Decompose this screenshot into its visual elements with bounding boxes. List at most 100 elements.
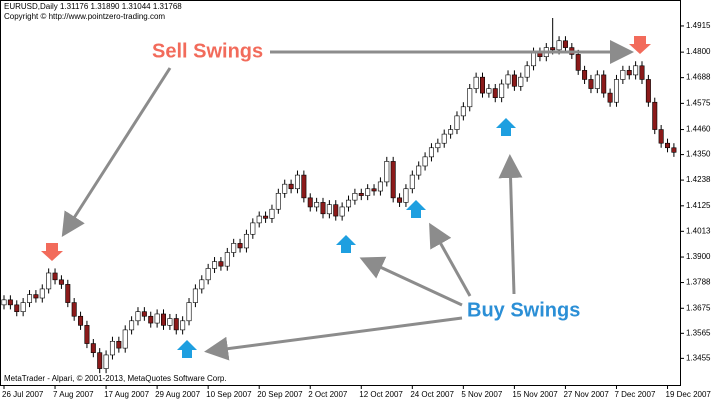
- candle-body: [613, 79, 619, 103]
- candle-body: [7, 299, 13, 306]
- candle-body: [473, 76, 479, 89]
- x-tick-label: 17 Aug 2007: [104, 390, 149, 399]
- plot-frame: [0, 0, 681, 386]
- candle-body: [256, 215, 262, 224]
- x-tick-label: 15 Nov 2007: [512, 390, 558, 399]
- candle-body: [161, 313, 167, 326]
- x-tick-label: 20 Sep 2007: [257, 390, 303, 399]
- y-tick-label: 1.4013: [686, 226, 711, 235]
- candle-body: [135, 311, 141, 322]
- candle-body: [33, 294, 39, 299]
- candle-body: [658, 129, 664, 144]
- candle-body: [90, 343, 96, 353]
- y-tick-label: 1.4125: [686, 201, 711, 210]
- candle-body: [460, 106, 466, 117]
- y-tick-label: 1.4915: [686, 21, 711, 30]
- y-tick-label: 1.4238: [686, 175, 711, 184]
- candle-body: [192, 288, 198, 303]
- candle-body: [148, 315, 154, 324]
- x-tick-label: 24 Oct 2007: [410, 390, 454, 399]
- candle-body: [626, 70, 632, 76]
- candle-body: [645, 79, 651, 103]
- x-tick-label: 26 Jul 2007: [2, 390, 44, 399]
- candle-body: [71, 302, 77, 317]
- candle-body: [390, 161, 396, 199]
- candle-body: [180, 320, 186, 331]
- y-tick-label: 1.4800: [686, 47, 711, 56]
- candle-body: [1, 299, 7, 306]
- subtitle: Copyright © http://www.pointzero-trading…: [4, 12, 165, 21]
- candle-body: [518, 76, 524, 87]
- swing-arrows: [41, 36, 651, 358]
- candle-body: [212, 261, 218, 269]
- candle-body: [620, 70, 626, 80]
- candle-body: [301, 174, 307, 199]
- candle-body: [550, 47, 556, 51]
- candle-body: [129, 320, 135, 331]
- candle-body: [403, 188, 409, 203]
- candle-body: [511, 74, 517, 87]
- candle-body: [186, 302, 192, 322]
- chart-title: EURUSD,Daily 1.31176 1.31890 1.31044 1.3…: [4, 2, 182, 11]
- candle-body: [358, 192, 364, 196]
- candle-body: [14, 304, 20, 312]
- candle-body: [371, 188, 377, 192]
- candle-body: [243, 233, 249, 249]
- candle-body: [205, 268, 211, 281]
- candle-body: [639, 65, 645, 80]
- y-tick-label: 1.3455: [686, 353, 711, 362]
- candle-body: [275, 192, 281, 210]
- candle-body: [78, 315, 84, 326]
- y-tick-label: 1.4350: [686, 150, 711, 159]
- candle-body: [499, 83, 505, 98]
- candle-body: [652, 101, 658, 130]
- candle-body: [167, 318, 173, 326]
- candle-body: [333, 204, 339, 217]
- candle-body: [665, 142, 671, 149]
- candle-body: [199, 279, 205, 290]
- x-tick-label: 7 Dec 2007: [614, 390, 655, 399]
- candle-body: [307, 197, 313, 208]
- candle-body: [326, 204, 332, 215]
- annotation-arrows: [61, 40, 634, 361]
- candle-body: [224, 252, 230, 267]
- candle-body: [479, 76, 485, 94]
- x-tick-label: 12 Oct 2007: [359, 390, 403, 399]
- y-tick-label: 1.3788: [686, 278, 711, 287]
- candle-body: [384, 161, 390, 183]
- candle-body: [58, 279, 64, 285]
- candle-body: [109, 340, 115, 356]
- candle-body: [671, 147, 677, 153]
- candle-body: [282, 183, 288, 194]
- x-tick-label: 29 Aug 2007: [155, 390, 200, 399]
- candle-body: [365, 188, 371, 196]
- x-tick-label: 10 Sep 2007: [206, 390, 252, 399]
- candle-body: [116, 340, 122, 349]
- candle-body: [556, 40, 562, 51]
- candle-body: [492, 88, 498, 98]
- candle-body: [97, 352, 103, 369]
- candle-body: [594, 74, 600, 89]
- candle-body: [435, 142, 441, 149]
- candle-body: [428, 147, 434, 158]
- candle-body: [562, 40, 568, 48]
- x-tick-label: 2 Oct 2007: [308, 390, 348, 399]
- candle-body: [416, 165, 422, 176]
- candle-body: [531, 51, 537, 67]
- candle-body: [346, 199, 352, 208]
- candle-body: [269, 208, 275, 219]
- candle-body: [352, 192, 358, 201]
- candle-body: [601, 74, 607, 94]
- candle-body: [339, 206, 345, 217]
- candle-body: [454, 115, 460, 130]
- x-tick-label: 27 Nov 2007: [563, 390, 609, 399]
- candle-body: [20, 302, 26, 312]
- candle-body: [103, 354, 109, 369]
- candle-body: [27, 294, 33, 303]
- candle-body: [84, 325, 90, 344]
- candle-body: [294, 174, 300, 190]
- candle-body: [154, 313, 160, 324]
- candle-body: [263, 215, 269, 219]
- candle-body: [467, 88, 473, 108]
